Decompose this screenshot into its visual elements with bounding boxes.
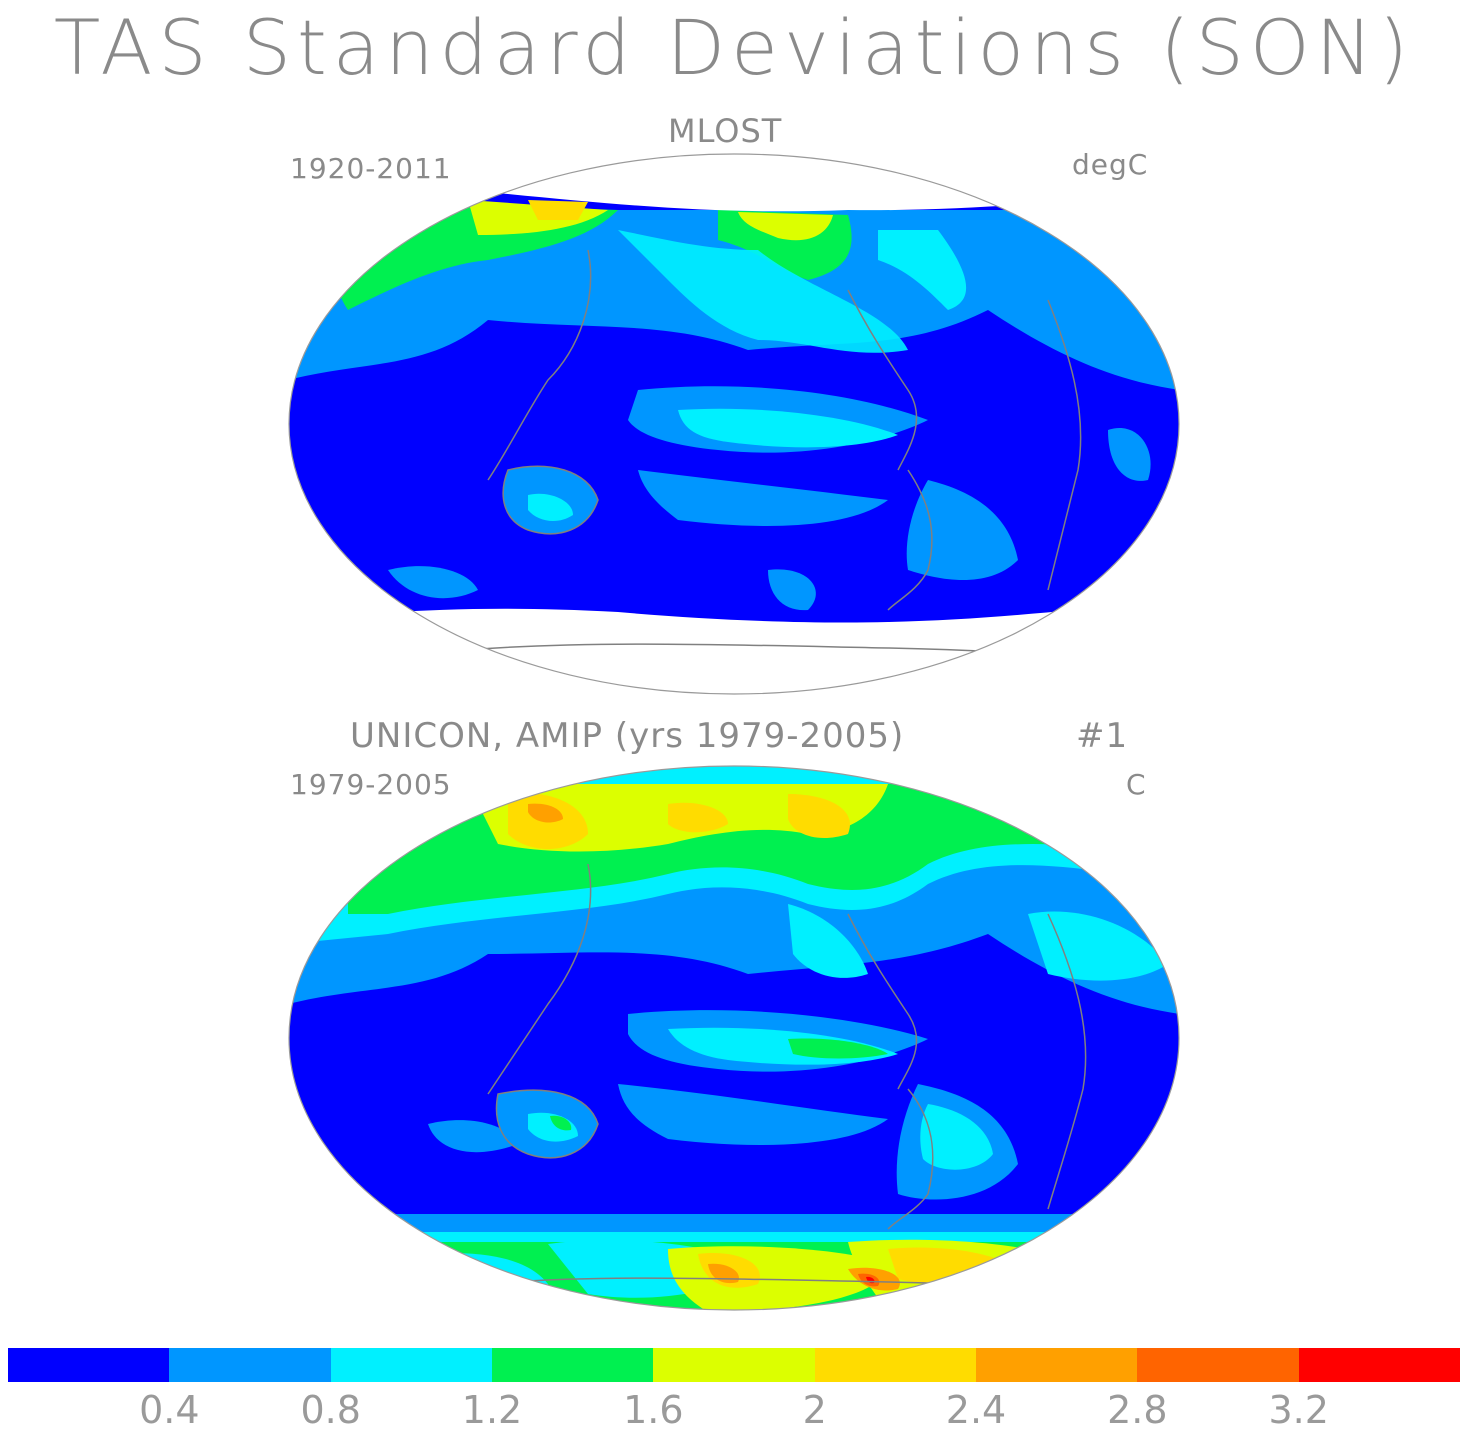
figure-title: TAS Standard Deviations (SON) bbox=[53, 3, 1415, 92]
colorbar-tick-label: 1.6 bbox=[623, 1388, 684, 1432]
colorbar-segment bbox=[491, 1348, 654, 1382]
colorbar-segment bbox=[1137, 1348, 1299, 1382]
colorbar-segment bbox=[814, 1348, 976, 1382]
colorbar-tick-label: 0.8 bbox=[300, 1388, 361, 1432]
colorbar-segment bbox=[330, 1348, 492, 1382]
panel2-units: C bbox=[1126, 768, 1147, 801]
colorbar-tick-label: 3.2 bbox=[1268, 1388, 1329, 1432]
colorbar-ticks: 0.4 0.8 1.2 1.6 2 2.4 2.8 3.2 bbox=[0, 1388, 1468, 1432]
map-panel-mlost bbox=[288, 153, 1180, 695]
panel1-units: degC bbox=[1072, 148, 1149, 181]
map-panel-unicon bbox=[288, 765, 1180, 1311]
panel2-title: UNICON, AMIP (yrs 1979-2005) bbox=[350, 716, 905, 756]
panel1-period: 1920-2011 bbox=[290, 152, 452, 185]
colorbar-tick-label: 2.4 bbox=[945, 1388, 1007, 1432]
colorbar-tick-label: 0.4 bbox=[139, 1388, 200, 1432]
colorbar-segment bbox=[653, 1348, 815, 1382]
panel2-period: 1979-2005 bbox=[290, 768, 452, 801]
panel1-title: MLOST bbox=[668, 112, 783, 150]
colorbar-segment bbox=[169, 1348, 331, 1382]
colorbar-tick-label: 2 bbox=[802, 1388, 827, 1432]
colorbar-segment bbox=[975, 1348, 1138, 1382]
colorbar-tick-label: 2.8 bbox=[1107, 1388, 1168, 1432]
panel2-run-label: #1 bbox=[1076, 716, 1129, 756]
colorbar-tick-label: 1.2 bbox=[461, 1388, 523, 1432]
colorbar-segment bbox=[1298, 1348, 1460, 1382]
colorbar-segment bbox=[8, 1348, 170, 1382]
colorbar bbox=[8, 1348, 1460, 1382]
